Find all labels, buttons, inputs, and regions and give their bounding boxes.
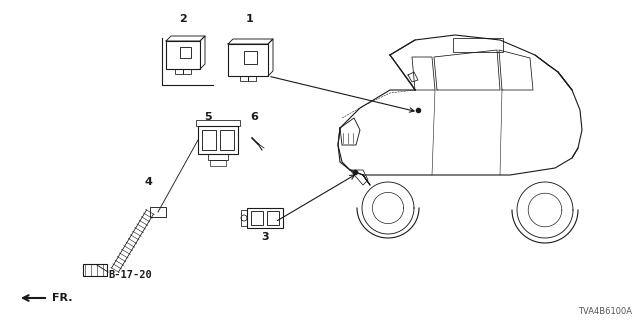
Bar — [267, 211, 279, 225]
Text: FR.: FR. — [52, 293, 72, 303]
Bar — [202, 130, 216, 150]
Text: 4: 4 — [144, 177, 152, 187]
Text: 3: 3 — [261, 232, 269, 242]
Bar — [453, 38, 503, 52]
Bar — [228, 44, 268, 76]
Text: 6: 6 — [250, 112, 258, 122]
Bar — [196, 120, 240, 126]
Bar — [240, 76, 248, 81]
Text: TVA4B6100A: TVA4B6100A — [578, 308, 632, 316]
Text: 5: 5 — [204, 112, 212, 122]
Text: 2: 2 — [179, 14, 187, 24]
Bar — [248, 76, 256, 81]
Bar — [247, 208, 283, 228]
Bar — [180, 47, 191, 58]
Bar — [183, 69, 191, 74]
Bar — [198, 126, 238, 154]
Bar — [150, 207, 166, 217]
Bar — [244, 52, 257, 64]
Bar — [208, 154, 228, 160]
Bar — [251, 211, 263, 225]
Bar — [83, 264, 107, 276]
Text: 1: 1 — [246, 14, 254, 24]
Text: B-17-20: B-17-20 — [108, 270, 152, 280]
Bar — [241, 210, 247, 226]
Bar — [166, 41, 200, 69]
Bar — [220, 130, 234, 150]
Bar — [175, 69, 183, 74]
Bar — [210, 160, 226, 166]
